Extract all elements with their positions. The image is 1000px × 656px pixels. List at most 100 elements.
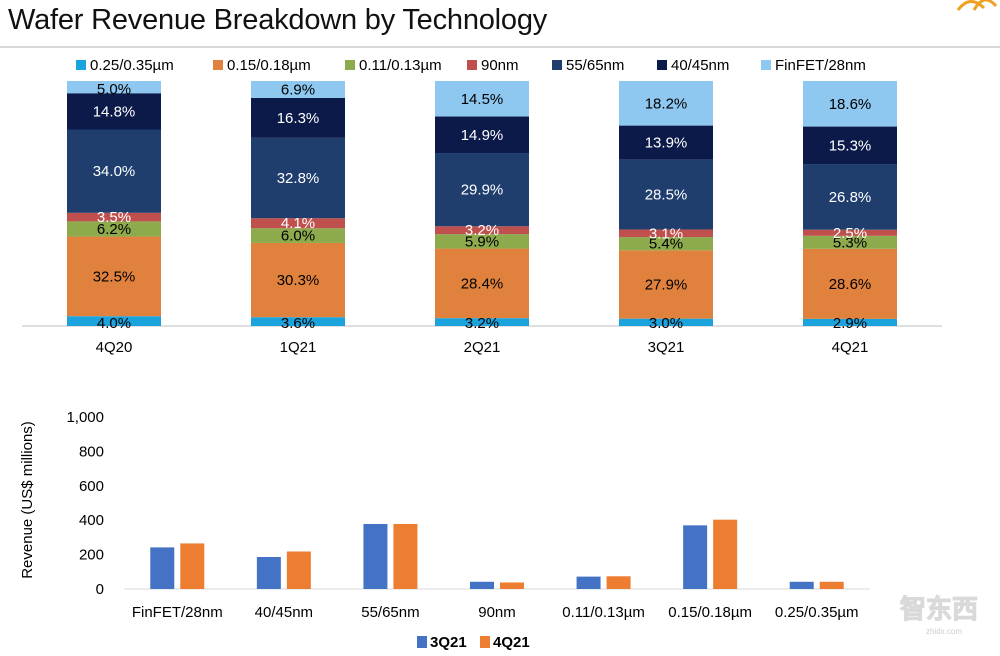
legend-label-55-65nm: 55/65nm (566, 57, 624, 74)
segment-4q21-0-15-0-18-m (803, 248, 897, 319)
legend-swatch-55-65nm (552, 60, 562, 70)
category-label-1q21: 1Q21 (280, 339, 317, 356)
legend-label-0-25-0-35-m: 0.25/0.35µm (90, 57, 174, 74)
value-label-4q21-0-15-0-18-m: 28.6% (829, 276, 872, 293)
segment-3q21-finfet-28nm (619, 81, 713, 126)
y-tick-label-200: 200 (79, 547, 104, 564)
legend-swatch-3q21 (417, 636, 427, 648)
segment-4q21-90nm (803, 229, 897, 236)
legend-label-40-45nm: 40/45nm (671, 57, 729, 74)
value-label-1q21-55-65nm: 32.8% (277, 170, 320, 187)
category-label-3q21: 3Q21 (648, 339, 685, 356)
category-label-4q21: 4Q21 (832, 339, 869, 356)
category-label-0-11-0-13-m: 0.11/0.13µm (562, 604, 645, 621)
bar-90nm-4q21 (500, 582, 524, 589)
segment-1q21-0-15-0-18-m (251, 242, 345, 318)
stacked-bar-2q21 (435, 81, 529, 326)
value-label-1q21-0-25-0-35-m: 3.6% (281, 315, 315, 332)
value-label-3q21-0-11-0-13-m: 5.4% (649, 236, 683, 253)
category-label-55-65nm: 55/65nm (361, 604, 419, 621)
value-label-3q21-40-45nm: 13.9% (645, 135, 688, 152)
stacked-share-chart: 0.25/0.35µm 0.15/0.18µm 0.11/0.13µm 90nm 55/… (22, 57, 942, 356)
bar-55-65nm-3q21 (363, 523, 388, 589)
category-label-40-45nm: 40/45nm (255, 604, 313, 621)
segment-3q21-40-45nm (619, 125, 713, 160)
watermark-logo: 智东西 (900, 594, 978, 624)
segment-4q20-40-45nm (67, 93, 161, 130)
value-label-2q21-40-45nm: 14.9% (461, 127, 504, 144)
category-label-finfet-28nm: FinFET/28nm (132, 604, 223, 621)
bar-0-25-0-35-m-3q21 (789, 581, 814, 589)
bar-finfet-28nm-4q21 (180, 543, 205, 589)
value-label-4q20-55-65nm: 34.0% (93, 163, 136, 180)
value-label-4q20-0-11-0-13-m: 6.2% (97, 221, 131, 238)
bar-0-11-0-13-m-3q21 (576, 576, 601, 589)
value-label-2q21-finfet-28nm: 14.5% (461, 91, 504, 108)
stacked-bar-3q21 (619, 81, 713, 326)
bar-90nm-3q21 (470, 581, 494, 589)
legend-swatch-90nm (467, 60, 477, 70)
segment-3q21-0-15-0-18-m (619, 250, 713, 319)
value-label-1q21-90nm: 4.1% (281, 215, 315, 232)
segment-2q21-0-15-0-18-m (435, 248, 529, 319)
bar-0-15-0-18-m-4q21 (713, 519, 738, 589)
y-tick-label-600: 600 (79, 478, 104, 495)
segment-4q20-finfet-28nm (67, 81, 161, 94)
segment-2q21-0-11-0-13-m (435, 234, 529, 249)
category-label-2q21: 2Q21 (464, 339, 501, 356)
value-label-3q21-55-65nm: 28.5% (645, 187, 688, 204)
value-label-2q21-55-65nm: 29.9% (461, 182, 504, 199)
value-label-4q20-90nm: 3.5% (97, 209, 131, 226)
segment-4q20-0-15-0-18-m (67, 236, 161, 317)
category-label-0-15-0-18-m: 0.15/0.18µm (668, 604, 752, 621)
value-label-4q21-finfet-28nm: 18.6% (829, 96, 872, 113)
value-label-4q21-0-11-0-13-m: 5.3% (833, 234, 867, 251)
value-label-3q21-0-25-0-35-m: 3.0% (649, 315, 683, 332)
segment-4q21-40-45nm (803, 126, 897, 165)
value-label-2q21-0-11-0-13-m: 5.9% (465, 233, 499, 250)
legend-swatch-0-25-0-35-m (76, 60, 86, 70)
legend-label-4q21: 4Q21 (493, 634, 530, 651)
segment-3q21-90nm (619, 229, 713, 238)
segment-4q21-finfet-28nm (803, 81, 897, 127)
legend-label-3q21: 3Q21 (430, 634, 467, 651)
stacked-bar-4q21 (803, 81, 897, 326)
segment-1q21-55-65nm (251, 137, 345, 219)
y-axis-title: Revenue (US$ millions) (19, 421, 36, 579)
bar-40-45nm-4q21 (286, 551, 311, 589)
segment-3q21-55-65nm (619, 159, 713, 230)
value-label-3q21-0-15-0-18-m: 27.9% (645, 276, 688, 293)
legend-label-90nm: 90nm (481, 57, 519, 74)
bar-0-25-0-35-m-4q21 (819, 581, 844, 589)
value-label-2q21-0-25-0-35-m: 3.2% (465, 315, 499, 332)
value-label-4q21-90nm: 2.5% (833, 225, 867, 242)
segment-1q21-40-45nm (251, 97, 345, 138)
category-label-90nm: 90nm (478, 604, 516, 621)
segment-4q21-55-65nm (803, 164, 897, 230)
y-tick-label-400: 400 (79, 512, 104, 529)
y-tick-label-0: 0 (96, 581, 104, 598)
segment-3q21-0-11-0-13-m (619, 237, 713, 251)
legend-label-finfet-28nm: FinFET/28nm (775, 57, 866, 74)
logo-mark (956, 0, 998, 11)
legend-label-0-15-0-18-m: 0.15/0.18µm (227, 57, 311, 74)
category-label-4q20: 4Q20 (96, 339, 133, 356)
segment-2q21-finfet-28nm (435, 81, 529, 117)
segment-4q20-55-65nm (67, 129, 161, 213)
segment-1q21-0-25-0-35-m (251, 317, 345, 326)
legend-swatch-0-15-0-18-m (213, 60, 223, 70)
watermark-url: zhidx.com (926, 627, 962, 636)
value-label-4q21-40-45nm: 15.3% (829, 137, 872, 154)
segment-2q21-40-45nm (435, 116, 529, 154)
value-label-4q20-finfet-28nm: 5.0% (97, 81, 131, 98)
legend-swatch-4q21 (480, 636, 490, 648)
legend-label-0-11-0-13-m: 0.11/0.13µm (359, 57, 442, 74)
bar-finfet-28nm-3q21 (150, 547, 175, 589)
value-label-2q21-90nm: 3.2% (465, 222, 499, 239)
value-label-4q20-0-15-0-18-m: 32.5% (93, 268, 136, 285)
stacked-bar-1q21 (251, 81, 345, 326)
value-label-4q21-55-65nm: 26.8% (829, 189, 872, 206)
value-label-3q21-finfet-28nm: 18.2% (645, 95, 688, 112)
legend: 0.25/0.35µm 0.15/0.18µm 0.11/0.13µm 90nm 55/… (76, 57, 866, 74)
